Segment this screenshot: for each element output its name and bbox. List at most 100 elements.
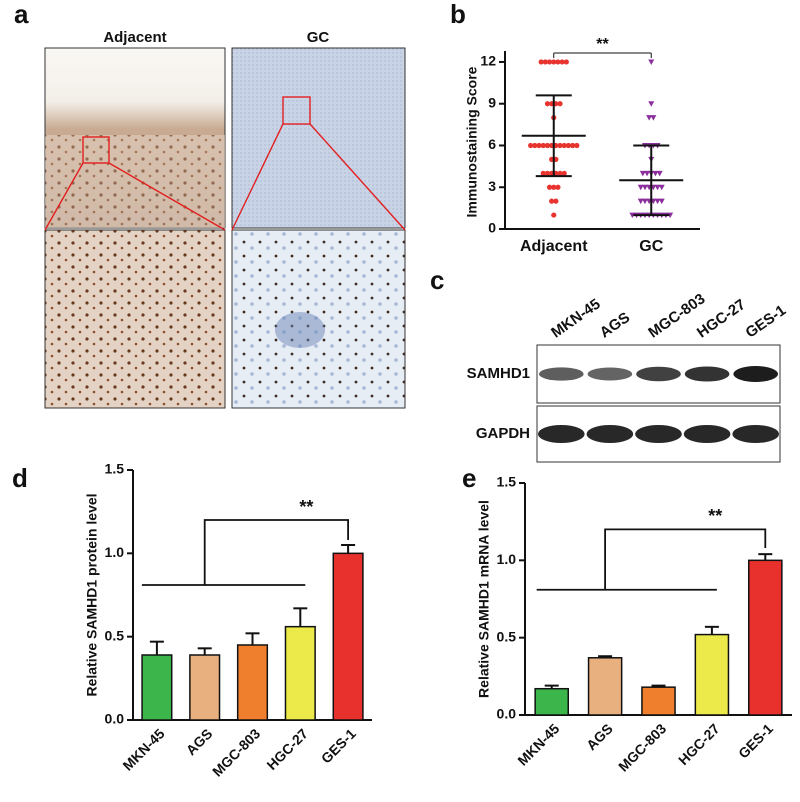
y-tick-label: 1.5 (105, 461, 125, 477)
data-point (536, 142, 542, 149)
panel-letter: a (14, 0, 29, 29)
x-tick-label: GES-1 (735, 720, 776, 761)
data-point (650, 115, 657, 121)
blot-band (683, 425, 731, 443)
data-point (551, 212, 557, 218)
lane-label: AGS (597, 309, 633, 342)
x-tick-label: AGS (183, 725, 216, 758)
y-tick-label: 0.5 (497, 628, 517, 644)
y-tick-label: 0.5 (105, 627, 125, 643)
x-tick-label: Adjacent (520, 238, 588, 255)
lane-label: MKN-45 (548, 296, 603, 342)
column-title: GC (307, 29, 330, 46)
blot-band (732, 425, 780, 443)
y-tick-label: 6 (488, 136, 496, 152)
zoom-guides (44, 96, 406, 231)
significance: ** (596, 36, 609, 53)
data-point (544, 142, 551, 149)
y-tick-label: 1.0 (497, 551, 517, 567)
y-tick-label: 12 (480, 53, 496, 69)
data-point (658, 198, 665, 205)
y-tick-label: 9 (488, 94, 496, 110)
x-tick-label: GC (639, 238, 663, 255)
bar (141, 654, 173, 721)
data-point (561, 142, 567, 149)
y-tick-label: 1.5 (497, 474, 517, 490)
x-tick-label: MGC-803 (615, 720, 669, 774)
panel-letter: c (430, 265, 444, 295)
data-point (637, 198, 644, 205)
data-point (538, 59, 544, 65)
data-point (646, 115, 653, 121)
data-point (648, 101, 655, 107)
y-tick-label: 0.0 (105, 711, 125, 727)
blot-row-label: SAMHD1 (467, 365, 530, 382)
blot-band (538, 367, 584, 381)
data-point (658, 184, 665, 191)
bar (332, 552, 364, 721)
data-point (557, 142, 563, 149)
y-tick-label: 1.0 (105, 544, 125, 560)
data-point (532, 142, 538, 149)
y-axis-label: Relative SAMHD1 protein level (84, 493, 100, 696)
bar (284, 625, 316, 721)
bar (641, 686, 676, 716)
data-point (641, 184, 648, 191)
data-point (629, 212, 636, 219)
y-axis-label: Relative SAMHD1 mRNA level (476, 500, 492, 698)
x-tick-label: HGC-27 (675, 720, 723, 768)
data-point (553, 198, 559, 204)
micrograph (44, 229, 226, 409)
x-tick-label: MGC-803 (209, 725, 263, 779)
data-point (648, 59, 655, 65)
data-point (551, 59, 557, 65)
data-point (654, 184, 661, 191)
x-tick-label: AGS (583, 720, 616, 753)
data-point (540, 142, 546, 149)
data-point (639, 170, 646, 177)
blot-band (684, 366, 730, 382)
data-point (540, 170, 546, 176)
y-axis-label: Immunostaining Score (464, 66, 480, 217)
blot-band (635, 425, 682, 443)
y-tick-label: 3 (488, 178, 496, 194)
x-tick-label: GES-1 (318, 725, 359, 766)
significance-bracket (536, 528, 767, 591)
y-tick-label: 0 (488, 220, 496, 236)
y-tick-label: 0.0 (497, 706, 517, 722)
data-point (549, 198, 555, 204)
data-point (542, 59, 548, 65)
data-point (644, 170, 651, 177)
bar (587, 657, 623, 716)
data-point (561, 170, 567, 176)
data-point (565, 142, 572, 149)
bar (534, 687, 570, 716)
stain-spot (275, 312, 325, 348)
blot-band (636, 366, 681, 382)
blot-band (587, 367, 633, 381)
data-point (641, 198, 648, 205)
data-point (652, 170, 659, 177)
panel-a: a Adjacent GC (14, 0, 406, 409)
blot-row-label: GAPDH (476, 425, 530, 442)
data-point (563, 59, 569, 65)
data-point (544, 101, 551, 107)
panel-letter: e (462, 463, 476, 493)
data-point (574, 142, 580, 149)
data-point (546, 59, 553, 65)
data-point (546, 184, 553, 190)
data-point (555, 59, 561, 65)
data-point (544, 170, 551, 176)
data-point (559, 59, 565, 65)
data-point (654, 198, 661, 205)
significance: ** (299, 497, 313, 517)
data-point (557, 101, 563, 107)
bar (694, 633, 730, 716)
data-point (637, 184, 644, 191)
column-title: Adjacent (103, 29, 166, 46)
blot-band (733, 366, 779, 382)
data-point (656, 170, 663, 177)
bar (747, 559, 783, 716)
significance-bracket (141, 519, 349, 586)
panel-letter: b (450, 0, 466, 29)
